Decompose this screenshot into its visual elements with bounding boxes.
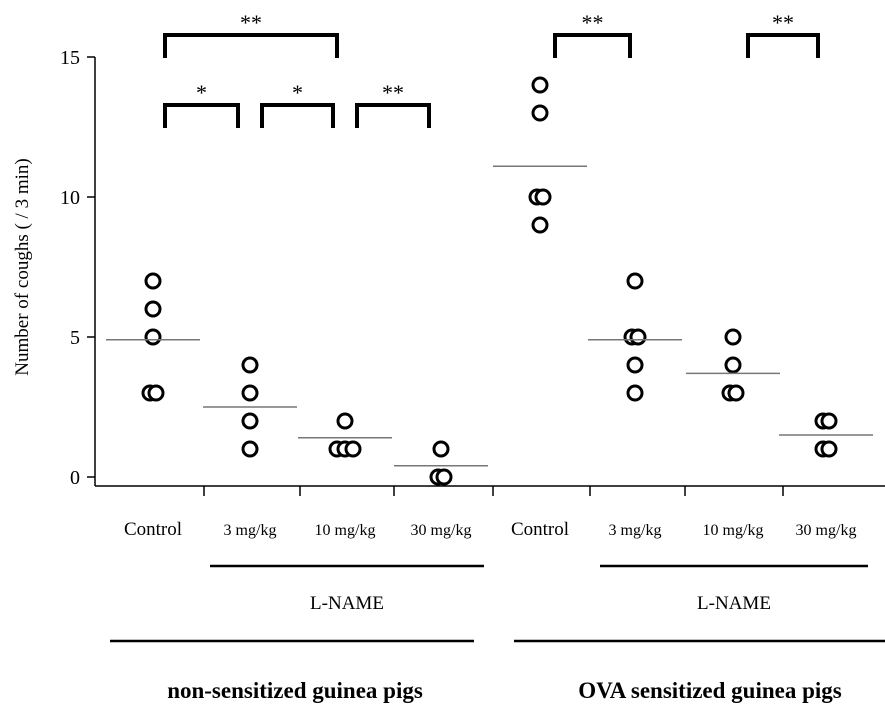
treatment-label: L-NAME xyxy=(697,593,771,614)
data-point xyxy=(820,412,838,430)
data-point xyxy=(820,440,838,458)
x-tick-label: Control xyxy=(511,519,569,540)
data-point xyxy=(241,440,259,458)
data-point xyxy=(435,468,453,486)
data-point xyxy=(147,384,165,402)
data-point xyxy=(626,356,644,374)
data-point xyxy=(724,356,742,374)
significance-label: ** xyxy=(240,10,262,35)
group-label: OVA sensitized guinea pigs xyxy=(578,678,842,703)
significance-label: ** xyxy=(382,80,404,105)
data-point xyxy=(344,440,362,458)
significance-label: ** xyxy=(772,10,794,35)
significance-label: * xyxy=(196,80,207,105)
y-tick-label: 5 xyxy=(70,327,80,349)
treatment-label: L-NAME xyxy=(310,593,384,614)
data-point xyxy=(531,76,549,94)
data-point xyxy=(531,216,549,234)
y-axis-label: Number of coughs ( / 3 min) xyxy=(12,158,33,375)
significance-bracket xyxy=(355,103,431,128)
data-point xyxy=(531,104,549,122)
x-tick-label: 3 mg/kg xyxy=(609,522,662,539)
data-point xyxy=(241,356,259,374)
data-point xyxy=(432,440,450,458)
data-point xyxy=(724,328,742,346)
x-tick-label: 10 mg/kg xyxy=(315,522,376,539)
x-tick-label: Control xyxy=(124,519,182,540)
data-point xyxy=(626,384,644,402)
significance-bracket xyxy=(746,33,820,58)
data-point xyxy=(144,328,162,346)
data-point xyxy=(626,272,644,290)
data-point xyxy=(144,300,162,318)
axes: 0 5 10 15 Control 3 mg/kg 10 mg/kg 30 mg/kg Cont… xyxy=(60,47,885,703)
data-point xyxy=(241,384,259,402)
x-tick-label: 30 mg/kg xyxy=(411,522,472,539)
group-label: non-sensitized guinea pigs xyxy=(167,678,423,703)
data-point xyxy=(144,272,162,290)
significance-bracket xyxy=(163,103,240,128)
significance-bracket xyxy=(163,33,339,58)
x-tick-label: 10 mg/kg xyxy=(703,522,764,539)
significance-label: ** xyxy=(582,10,604,35)
y-tick-label: 0 xyxy=(70,467,80,489)
data-point xyxy=(629,328,647,346)
x-tick-label: 3 mg/kg xyxy=(224,522,277,539)
data-point xyxy=(534,188,552,206)
x-tick-label: 30 mg/kg xyxy=(796,522,857,539)
data-point xyxy=(336,412,354,430)
significance-bracket xyxy=(260,103,335,128)
data-point xyxy=(727,384,745,402)
y-tick-label: 10 xyxy=(60,187,80,209)
y-tick-label: 15 xyxy=(60,47,80,69)
data-point xyxy=(241,412,259,430)
chart-marks: *** * **** ** xyxy=(106,10,873,486)
significance-bracket xyxy=(553,33,632,58)
significance-label: * xyxy=(292,80,303,105)
